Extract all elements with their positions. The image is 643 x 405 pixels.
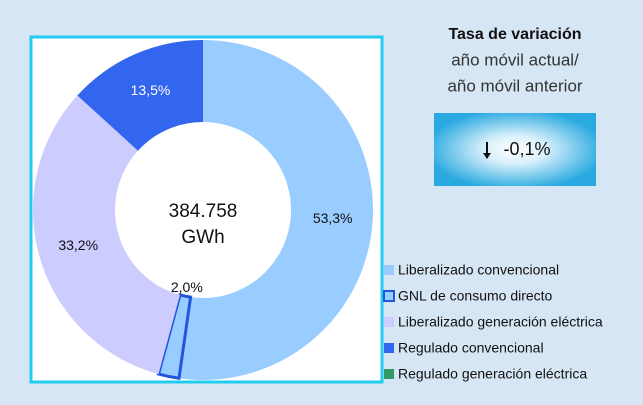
legend-swatch xyxy=(384,369,394,379)
indicator-subtitle: año móvil actual/ xyxy=(451,50,579,69)
legend-label: Regulado generación eléctrica xyxy=(398,366,587,382)
indicator-box xyxy=(434,113,596,186)
legend-label: Liberalizado convencional xyxy=(398,262,559,278)
slice xyxy=(178,40,374,381)
legend-swatch xyxy=(384,265,394,275)
center-value: 384.758 xyxy=(169,201,238,222)
indicator-title: Tasa de variación xyxy=(448,26,581,43)
legend-label: Liberalizado generación eléctrica xyxy=(398,314,603,330)
center-unit: GWh xyxy=(181,227,224,248)
indicator-subtitle: año móvil anterior xyxy=(447,76,582,95)
legend-label: Regulado convencional xyxy=(398,340,544,356)
legend-label: GNL de consumo directo xyxy=(398,288,553,304)
data-label: 33,2% xyxy=(58,237,98,253)
data-label: 2,0% xyxy=(171,279,203,295)
slice xyxy=(33,95,180,375)
indicator-arrow xyxy=(483,142,491,159)
legend-swatch xyxy=(384,343,394,353)
slice xyxy=(77,40,203,151)
donut: 53,3% 2,0% 33,2% 13,5% xyxy=(33,40,374,381)
legend-swatch xyxy=(384,317,394,327)
legend-swatch xyxy=(383,290,395,302)
indicator-value: -0,1% xyxy=(503,139,550,159)
arrow-head xyxy=(483,153,491,159)
data-label: 13,5% xyxy=(131,82,171,98)
data-label: 53,3% xyxy=(313,210,353,226)
legend: Liberalizado convencional GNL de consumo … xyxy=(383,262,603,382)
